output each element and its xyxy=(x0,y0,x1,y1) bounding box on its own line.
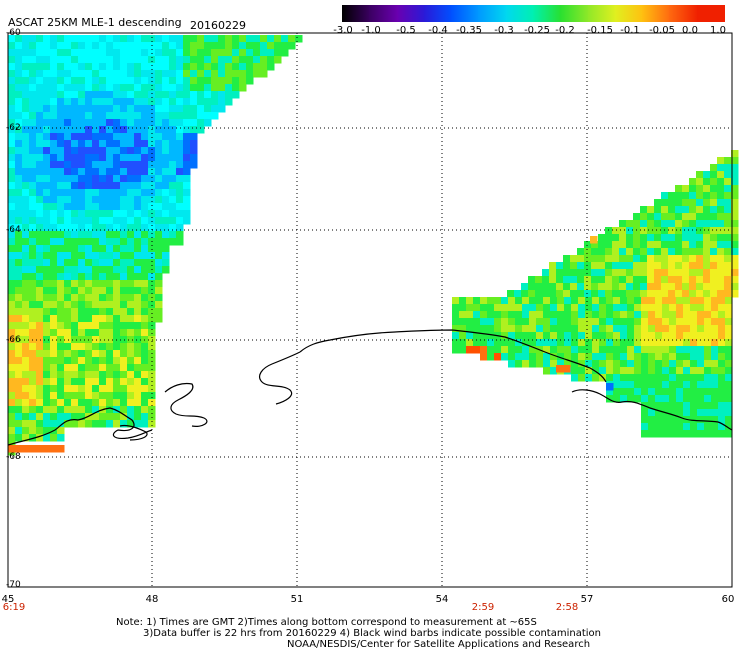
coastline xyxy=(7,329,733,446)
lat-label-60: -60 xyxy=(6,28,21,38)
colorbar-segment xyxy=(505,5,534,22)
product-title: ASCAT 25KM MLE-1 descending xyxy=(8,16,182,29)
colorbar-tick-label: -0.15 xyxy=(587,25,613,36)
product-date: 20160229 xyxy=(190,19,246,32)
colorbar-tick-label: 1.0 xyxy=(710,25,726,36)
colorbar-tick-label: -3.0 xyxy=(333,25,353,36)
colorbar-segment xyxy=(614,5,644,22)
colorbar-segment xyxy=(396,5,425,22)
colorbar-tick-label: -0.05 xyxy=(649,25,675,36)
lat-label-68: -68 xyxy=(6,452,21,462)
colorbar-segment xyxy=(478,5,507,22)
note-line-3: NOAA/NESDIS/Center for Satellite Applica… xyxy=(287,639,591,650)
colorbar-segment xyxy=(696,5,725,22)
colorbar-tick-label: -0.35 xyxy=(456,25,482,36)
colorbar-segment xyxy=(669,5,698,22)
colorbar-tick-label: -0.1 xyxy=(620,25,640,36)
colorbar-segment xyxy=(369,5,398,22)
lat-label-62: -62 xyxy=(6,123,21,133)
lon-label-48: 48 xyxy=(145,594,159,605)
lat-label-66: -66 xyxy=(6,335,21,345)
colorbar-segment xyxy=(451,5,480,22)
time-label-258: 2:58 xyxy=(555,602,579,613)
colorbar-segment xyxy=(642,5,671,22)
colorbar-tick-label: -0.2 xyxy=(555,25,575,36)
colorbar-segment xyxy=(587,5,616,22)
data-swaths xyxy=(8,35,739,456)
lon-label-51: 51 xyxy=(290,594,304,605)
colorbar-segment xyxy=(423,5,453,22)
colorbar-tick-label: -0.3 xyxy=(494,25,514,36)
colorbar-tick-label: -0.4 xyxy=(428,25,448,36)
note-line-2: 3)Data buffer is 22 hrs from 20160229 4)… xyxy=(143,628,601,639)
lat-label-70: -70 xyxy=(6,580,21,590)
lon-label-60: 60 xyxy=(721,594,735,605)
colorbar-segment xyxy=(533,5,562,22)
lon-label-54: 54 xyxy=(435,594,449,605)
colorbar-segment xyxy=(342,5,371,22)
time-label-259: 2:59 xyxy=(471,602,495,613)
lon-label-45: 45 xyxy=(1,594,15,605)
colorbar xyxy=(342,5,725,22)
lat-lon-grid xyxy=(8,33,732,587)
colorbar-tick-label: -1.0 xyxy=(361,25,381,36)
time-label-619: 6:19 xyxy=(2,602,26,613)
colorbar-tick-label: -0.25 xyxy=(524,25,550,36)
lat-label-64: -64 xyxy=(6,225,21,235)
colorbar-segment xyxy=(560,5,589,22)
note-line-1: Note: 1) Times are GMT 2)Times along bot… xyxy=(116,617,537,628)
colorbar-tick-label: -0.5 xyxy=(396,25,416,36)
lon-label-57: 57 xyxy=(580,594,594,605)
colorbar-tick-label: 0.0 xyxy=(682,25,698,36)
plot-frame xyxy=(7,32,733,588)
